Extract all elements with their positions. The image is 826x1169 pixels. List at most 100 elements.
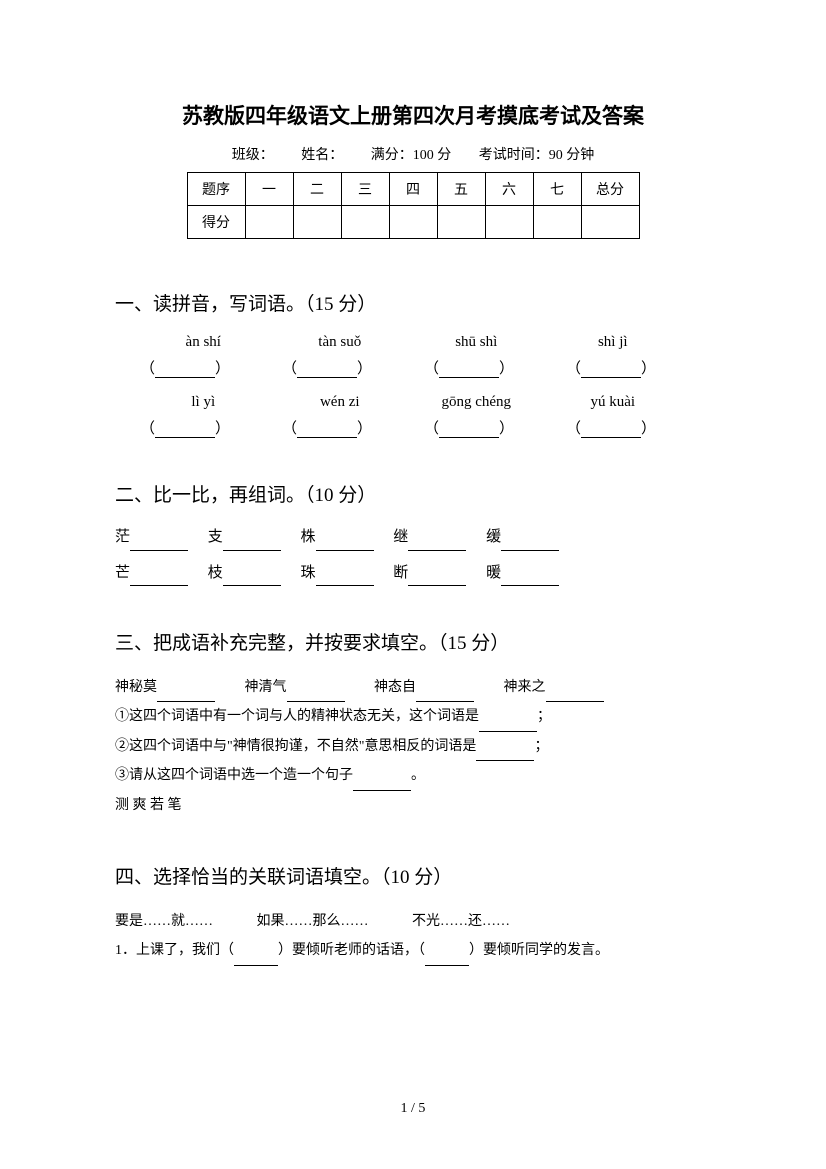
idiom: 神清气 — [245, 680, 287, 695]
table-cell[interactable] — [581, 206, 639, 239]
q-quote: "神情很拘谨，不自然" — [227, 739, 364, 754]
section-1: 一、读拼音，写词语。（15 分） àn shí tàn suǒ shū shì … — [115, 289, 711, 438]
blank[interactable] — [501, 537, 559, 551]
q-text: ）要倾听同学的发言。 — [469, 943, 609, 958]
section-1-heading: 一、读拼音，写词语。（15 分） — [115, 289, 711, 316]
blank-row: （） （） （） （） — [115, 417, 711, 438]
blank-cell[interactable]: （） — [541, 417, 681, 438]
char: 茫 — [115, 529, 130, 545]
compare-row: 茫 支 株 继 缓 — [115, 525, 711, 551]
table-cell: 七 — [533, 173, 581, 206]
section-4: 四、选择恰当的关联词语填空。（10 分） 要是……就…… 如果……那么…… 不光… — [115, 862, 711, 966]
question-line: ①这四个词语中有一个词与人的精神状态无关，这个词语是 ； — [115, 702, 711, 731]
table-cell[interactable] — [389, 206, 437, 239]
blank[interactable] — [316, 572, 374, 586]
pinyin-row: àn shí tàn suǒ shū shì shì jì — [115, 334, 711, 351]
blank[interactable] — [476, 747, 534, 761]
section-3: 三、把成语补充完整，并按要求填空。（15 分） 神秘莫 神清气 神态自 神来之 … — [115, 628, 711, 820]
pinyin-row: lì yì wén zi gōng chéng yú kuài — [115, 394, 711, 411]
option: 如果……那么…… — [257, 914, 369, 929]
char: 珠 — [301, 565, 316, 581]
option: 不光……还…… — [412, 914, 510, 929]
section-4-heading: 四、选择恰当的关联词语填空。（10 分） — [115, 862, 711, 889]
table-cell[interactable] — [533, 206, 581, 239]
pinyin-cell: shì jì — [545, 334, 682, 351]
page-container: 苏教版四年级语文上册第四次月考摸底考试及答案 班级： 姓名： 满分：100 分 … — [0, 0, 826, 966]
char: 支 — [208, 529, 223, 545]
blank[interactable] — [223, 537, 281, 551]
table-cell: 六 — [485, 173, 533, 206]
options-line: 要是……就…… 如果……那么…… 不光……还…… — [115, 907, 711, 936]
idiom: 神来之 — [504, 680, 546, 695]
table-cell: 四 — [389, 173, 437, 206]
pinyin-cell: gōng chéng — [408, 394, 545, 411]
char: 枝 — [208, 565, 223, 581]
table-cell[interactable] — [437, 206, 485, 239]
table-header-row: 题序 一 二 三 四 五 六 七 总分 — [187, 173, 639, 206]
table-cell: 二 — [293, 173, 341, 206]
table-cell: 题序 — [187, 173, 245, 206]
exam-time: 考试时间：90 分钟 — [479, 148, 595, 163]
blank[interactable] — [316, 537, 374, 551]
q-text: ①这四个词语中有一个词与人的精神状态无关，这个词语是 — [115, 709, 479, 724]
pinyin-cell: shū shì — [408, 334, 545, 351]
answer-line: 测 爽 若 笔 — [115, 791, 711, 820]
section-3-heading: 三、把成语补充完整，并按要求填空。（15 分） — [115, 628, 711, 655]
q-text: 意思相反的词语是 — [364, 739, 476, 754]
blank[interactable] — [130, 572, 188, 586]
score-table: 题序 一 二 三 四 五 六 七 总分 得分 — [187, 172, 640, 239]
blank-cell[interactable]: （） — [399, 357, 539, 378]
page-number: 1 / 5 — [0, 1101, 826, 1117]
table-cell[interactable] — [245, 206, 293, 239]
pinyin-cell: wén zi — [272, 394, 409, 411]
char: 缓 — [486, 529, 501, 545]
table-cell[interactable] — [485, 206, 533, 239]
blank[interactable] — [287, 688, 345, 702]
q-text: ③请从这四个词语中选一个造一个句子 — [115, 768, 353, 783]
blank-cell[interactable]: （） — [257, 417, 397, 438]
q-text: ）要倾听老师的话语，（ — [278, 943, 425, 958]
table-score-row: 得分 — [187, 206, 639, 239]
question-line: ③请从这四个词语中选一个造一个句子。 — [115, 761, 711, 790]
section-2-heading: 二、比一比，再组词。（10 分） — [115, 480, 711, 507]
name-label: 姓名： — [301, 148, 343, 163]
question-line: 1．上课了，我们（）要倾听老师的话语，（）要倾听同学的发言。 — [115, 936, 711, 965]
char: 株 — [301, 529, 316, 545]
blank[interactable] — [223, 572, 281, 586]
blank[interactable] — [479, 718, 537, 732]
char: 芒 — [115, 565, 130, 581]
table-cell: 得分 — [187, 206, 245, 239]
blank[interactable] — [353, 777, 411, 791]
blank[interactable] — [546, 688, 604, 702]
document-title: 苏教版四年级语文上册第四次月考摸底考试及答案 — [115, 100, 711, 130]
blank[interactable] — [416, 688, 474, 702]
idiom: 神态自 — [374, 680, 416, 695]
blank[interactable] — [501, 572, 559, 586]
blank[interactable] — [408, 572, 466, 586]
blank[interactable] — [408, 537, 466, 551]
idiom-line: 神秘莫 神清气 神态自 神来之 — [115, 673, 711, 702]
blank-cell[interactable]: （） — [257, 357, 397, 378]
table-cell: 三 — [341, 173, 389, 206]
blank-cell[interactable]: （） — [115, 417, 255, 438]
blank[interactable] — [130, 537, 188, 551]
blank-row: （） （） （） （） — [115, 357, 711, 378]
blank-cell[interactable]: （） — [541, 357, 681, 378]
table-cell: 一 — [245, 173, 293, 206]
blank[interactable] — [157, 688, 215, 702]
option: 要是……就…… — [115, 914, 213, 929]
table-cell[interactable] — [341, 206, 389, 239]
section-2: 二、比一比，再组词。（10 分） 茫 支 株 继 缓 芒 枝 珠 断 暖 — [115, 480, 711, 586]
table-cell[interactable] — [293, 206, 341, 239]
compare-row: 芒 枝 珠 断 暖 — [115, 561, 711, 587]
tail: ； — [534, 739, 548, 754]
tail: ； — [537, 709, 551, 724]
blank[interactable] — [425, 952, 469, 966]
blank-cell[interactable]: （） — [115, 357, 255, 378]
blank[interactable] — [234, 952, 278, 966]
pinyin-cell: lì yì — [135, 394, 272, 411]
pinyin-cell: yú kuài — [545, 394, 682, 411]
blank-cell[interactable]: （） — [399, 417, 539, 438]
char: 继 — [393, 529, 408, 545]
idiom: 神秘莫 — [115, 680, 157, 695]
